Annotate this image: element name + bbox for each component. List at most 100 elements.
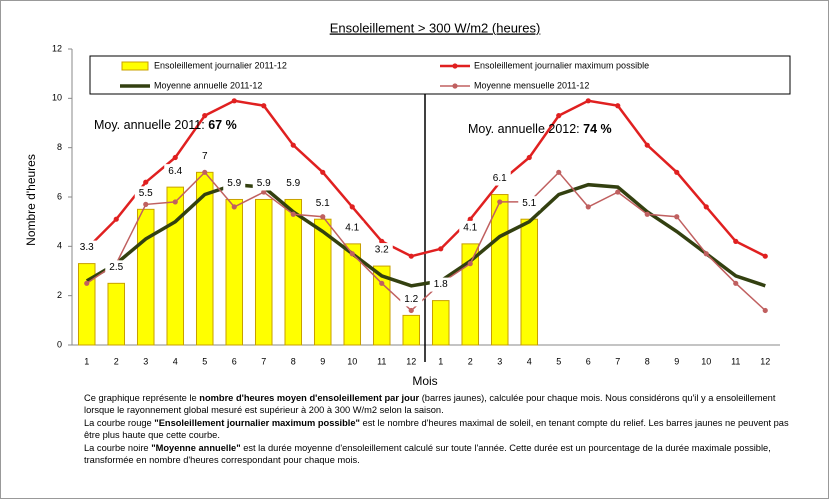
data-label-box (429, 277, 452, 292)
point (762, 307, 768, 314)
caption-text: "Moyenne annuelle" (151, 442, 241, 453)
line (85, 99, 766, 258)
x-tick-label: 9 (674, 356, 679, 366)
point (84, 280, 90, 286)
legend-marker (452, 83, 458, 89)
bar (461, 243, 480, 346)
point (320, 169, 326, 175)
y-axis-label: Nombre d'heures (24, 154, 38, 246)
x-tick-label: 8 (291, 356, 296, 366)
point (615, 103, 621, 109)
point (408, 253, 414, 259)
point (526, 154, 532, 161)
x-tick-label: 3 (497, 356, 502, 366)
data-label: 7 (202, 151, 208, 162)
data-label-box (282, 176, 305, 191)
data-label: 3.2 (375, 245, 389, 256)
point (467, 216, 473, 222)
point (143, 179, 149, 185)
point (408, 307, 414, 314)
bar (490, 194, 509, 346)
line (86, 171, 766, 312)
x-tick-label: 4 (527, 356, 532, 366)
point (379, 238, 385, 244)
x-axis-label: Mois (412, 374, 437, 388)
y-tick-label: 2 (57, 290, 62, 300)
x-tick-label: 6 (232, 356, 237, 366)
caption-text: nombre d'heures moyen d'ensoleillement p… (199, 393, 420, 403)
bar (166, 186, 185, 346)
point (261, 103, 267, 109)
point (467, 261, 473, 267)
bar (343, 243, 362, 346)
data-label-box (488, 171, 511, 186)
data-label: 6.4 (168, 166, 182, 177)
data-label-box (370, 243, 393, 258)
bar (520, 218, 539, 346)
x-tick-label: 4 (173, 356, 178, 366)
data-label: 6.1 (493, 173, 507, 184)
data-label: 2.5 (109, 262, 123, 273)
caption-text: "Ensoleillement journalier maximum possi… (154, 417, 360, 428)
caption-paragraph: La courbe noire "Moyenne annuelle" est l… (84, 442, 794, 467)
point (703, 204, 709, 210)
point (674, 214, 680, 220)
data-label-box (75, 240, 98, 255)
point (231, 204, 237, 210)
y-tick-label: 12 (52, 43, 62, 53)
y-tick-label: 0 (57, 339, 62, 349)
annotation: Moy. annuelle 2011: 67 % (94, 118, 237, 132)
x-tick-label: 12 (760, 356, 770, 366)
legend-label: Moyenne annuelle 2011-12 (154, 80, 262, 90)
bar (254, 198, 273, 346)
data-label-box (252, 176, 275, 191)
point (703, 251, 709, 257)
x-tick-label: 1 (84, 356, 89, 366)
bar (284, 198, 303, 346)
point (674, 169, 680, 175)
data-label: 1.2 (404, 294, 418, 305)
caption-paragraph: Ce graphique représente le nombre d'heur… (84, 392, 794, 417)
point (733, 280, 739, 286)
point (733, 238, 739, 244)
point (644, 211, 650, 217)
data-label-box (400, 292, 423, 307)
x-tick-label: 3 (143, 356, 148, 366)
x-tick-label: 9 (320, 356, 325, 366)
point (290, 211, 296, 217)
data-label-box (193, 149, 216, 164)
point (290, 142, 296, 148)
bar (225, 198, 244, 346)
bar (77, 263, 96, 346)
point (438, 246, 444, 252)
caption-paragraph: La courbe rouge "Ensoleillement journali… (84, 417, 794, 442)
point (202, 169, 208, 175)
data-label-box (311, 196, 334, 211)
caption-text: est la durée moyenne d'ensoleillement ca… (84, 442, 771, 466)
point (231, 98, 237, 104)
data-label: 5.9 (286, 178, 300, 189)
annotation-value: 67 % (208, 118, 237, 132)
annotation: Moy. annuelle 2012: 74 % (468, 122, 612, 136)
x-tick-label: 5 (556, 356, 561, 366)
point (556, 169, 562, 175)
x-tick-label: 1 (438, 356, 443, 366)
bar (107, 282, 126, 346)
data-label: 5.5 (139, 188, 153, 199)
data-label: 5.1 (316, 198, 330, 209)
x-tick-label: 5 (202, 356, 207, 366)
caption-text: (barres jaunes), calculée pour chaque mo… (84, 393, 776, 416)
bar (372, 265, 391, 346)
x-tick-label: 10 (701, 356, 711, 366)
x-tick-label: 2 (468, 356, 473, 366)
point (113, 216, 119, 222)
point (349, 251, 355, 257)
bar (136, 208, 155, 346)
point (585, 204, 591, 210)
point (585, 98, 591, 104)
data-label: 3.3 (80, 242, 94, 253)
x-tick-label: 2 (114, 356, 119, 366)
point (644, 142, 650, 148)
